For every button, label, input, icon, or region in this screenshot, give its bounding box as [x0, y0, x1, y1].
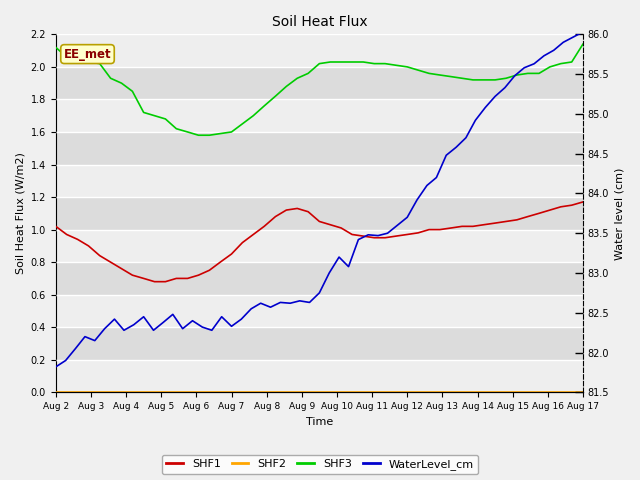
Bar [56, 295, 583, 327]
Bar [56, 99, 583, 132]
Bar [56, 262, 583, 295]
Bar [56, 67, 583, 99]
Bar [56, 132, 583, 165]
Bar [56, 229, 583, 262]
Bar [56, 360, 583, 392]
Legend: SHF1, SHF2, SHF3, WaterLevel_cm: SHF1, SHF2, SHF3, WaterLevel_cm [162, 455, 478, 474]
Y-axis label: Soil Heat Flux (W/m2): Soil Heat Flux (W/m2) [15, 152, 25, 274]
Bar [56, 35, 583, 67]
Bar [56, 197, 583, 229]
Bar [56, 165, 583, 197]
Y-axis label: Water level (cm): Water level (cm) [615, 167, 625, 260]
Title: Soil Heat Flux: Soil Heat Flux [271, 15, 367, 29]
Bar [56, 327, 583, 360]
X-axis label: Time: Time [306, 417, 333, 427]
Text: EE_met: EE_met [64, 48, 111, 60]
